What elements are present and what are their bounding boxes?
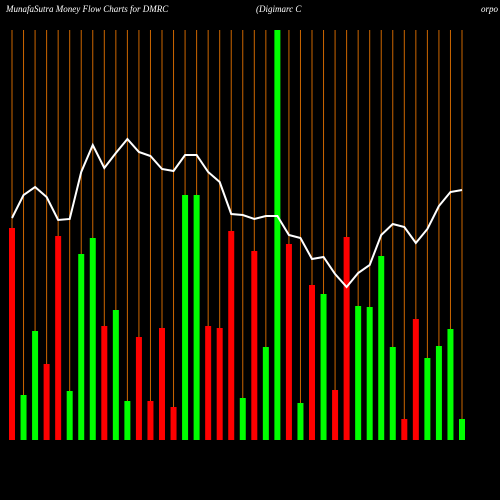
chart-title: MunafaSutra Money Flow Charts for DMRC bbox=[5, 4, 169, 14]
bar bbox=[320, 294, 327, 440]
bar bbox=[101, 326, 108, 440]
bar bbox=[285, 244, 292, 440]
bar bbox=[332, 390, 339, 440]
bar bbox=[124, 401, 131, 440]
bar bbox=[251, 251, 258, 440]
bar bbox=[262, 347, 269, 440]
bar bbox=[112, 310, 119, 440]
bar bbox=[435, 346, 442, 440]
bar bbox=[412, 319, 419, 440]
bar bbox=[309, 285, 315, 440]
bar bbox=[424, 358, 431, 440]
bar bbox=[135, 337, 142, 440]
bar bbox=[366, 307, 373, 440]
bar bbox=[401, 419, 408, 440]
bar bbox=[216, 328, 223, 440]
bar bbox=[297, 403, 304, 440]
bar bbox=[20, 395, 27, 440]
bar bbox=[55, 236, 62, 440]
bar bbox=[89, 238, 96, 440]
bar bbox=[32, 331, 39, 440]
bar bbox=[459, 419, 465, 440]
bar bbox=[159, 328, 165, 440]
bar bbox=[228, 231, 235, 440]
bar bbox=[389, 347, 396, 440]
bar bbox=[378, 256, 385, 440]
bar bbox=[447, 329, 454, 440]
bar bbox=[343, 237, 350, 440]
chart-subtitle: (Digimarc C bbox=[256, 4, 302, 14]
bar bbox=[274, 30, 281, 440]
bar bbox=[78, 254, 85, 440]
bar bbox=[355, 306, 362, 440]
bar bbox=[43, 364, 50, 440]
bar bbox=[147, 401, 154, 440]
bar bbox=[66, 391, 73, 440]
bar bbox=[170, 407, 177, 440]
chart-subtitle-cut: orpo bbox=[481, 4, 499, 14]
bar bbox=[182, 195, 189, 440]
bar bbox=[205, 326, 212, 440]
bar bbox=[193, 195, 200, 440]
bar bbox=[9, 228, 15, 440]
money-flow-line bbox=[11, 137, 463, 289]
bar bbox=[239, 398, 246, 440]
